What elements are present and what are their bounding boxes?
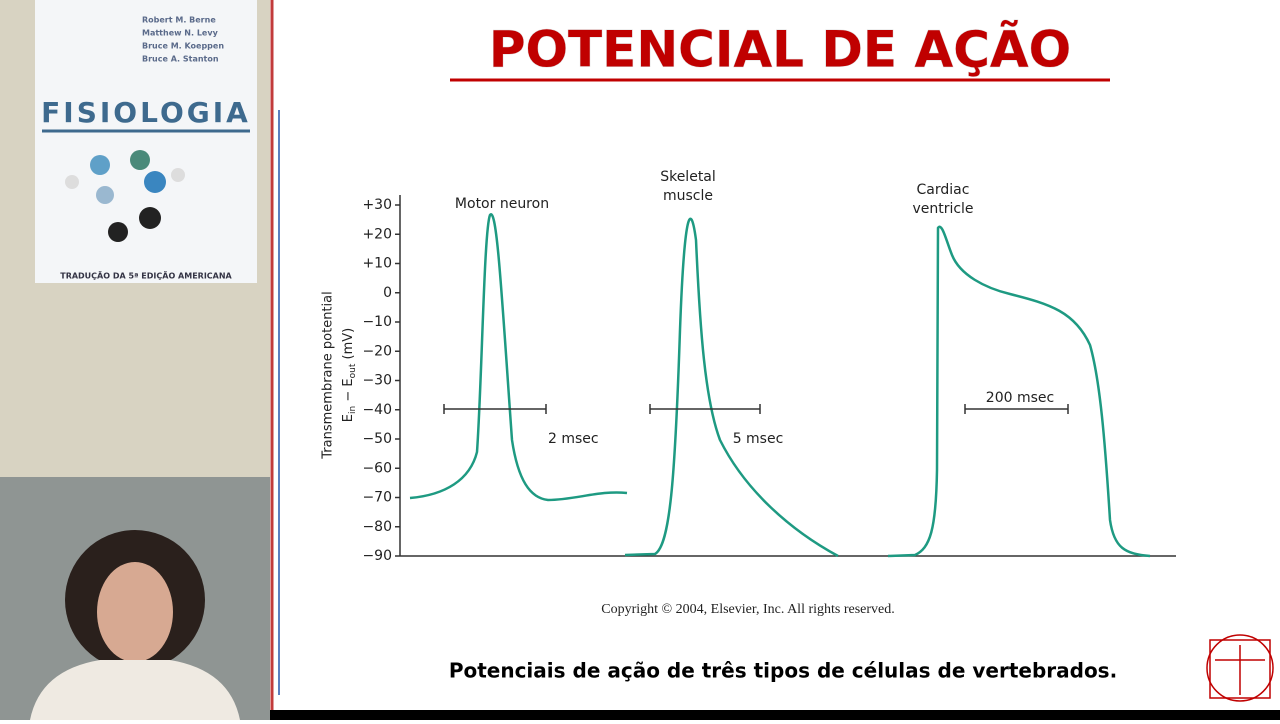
y-tick-label: −60	[362, 460, 392, 476]
y-axis-label: Transmembrane potential	[321, 291, 336, 459]
label-part: − E	[341, 378, 356, 405]
y-axis-label-2: Ein − Eout (mV)	[341, 328, 358, 422]
scale-label: 5 msec	[733, 431, 784, 447]
figure: Transmembrane potential Ein − Eout (mV) …	[321, 169, 1176, 564]
presenter	[30, 530, 240, 720]
y-tick-label: −70	[362, 490, 392, 506]
caption: Potenciais de ação de três tipos de célu…	[449, 659, 1117, 683]
book-edition: TRADUÇÃO DA 5ª EDIÇÃO AMERICANA	[60, 271, 232, 281]
book-cover	[35, 0, 257, 283]
y-tick-label: +20	[362, 226, 392, 242]
y-tick-label: −10	[362, 314, 392, 330]
book-title: FISIOLOGIA	[41, 96, 251, 129]
label-sub: out	[348, 363, 358, 378]
y-tick-label: −50	[362, 431, 392, 447]
y-tick-label: −90	[362, 548, 392, 564]
bottom-bar	[270, 710, 1280, 720]
label-sub: in	[348, 406, 358, 414]
author: Robert M. Berne	[142, 16, 216, 25]
molecule	[65, 150, 185, 242]
y-tick-label: −30	[362, 373, 392, 389]
label-part: E	[341, 414, 356, 422]
slide-title: POTENCIAL DE AÇÃO	[489, 20, 1071, 79]
author: Bruce A. Stanton	[142, 55, 219, 64]
y-tick-label: +30	[362, 197, 392, 213]
y-tick-label: −20	[362, 343, 392, 359]
scale-label: 2 msec	[548, 431, 599, 447]
trace-skeletal-muscle	[624, 217, 839, 558]
label-part: (mV)	[341, 328, 356, 364]
panel-label: Motor neuron	[455, 196, 549, 212]
panel-label: Cardiac	[917, 182, 970, 198]
traces	[409, 213, 1151, 558]
y-tick-label: +10	[362, 256, 392, 272]
trace-motor-neuron	[409, 213, 628, 502]
y-tick-label: −80	[362, 519, 392, 535]
y-tick-label: −40	[362, 402, 392, 418]
panel-label: muscle	[663, 188, 713, 204]
scale-bars	[443, 404, 1069, 414]
logo	[1206, 634, 1274, 702]
scale-label: 200 msec	[986, 390, 1054, 406]
book-authors: Robert M. Berne Matthew N. Levy Bruce M.…	[142, 16, 224, 64]
trace-cardiac-ventricle	[887, 225, 1151, 558]
author: Bruce M. Koeppen	[142, 42, 224, 51]
copyright: Copyright © 2004, Elsevier, Inc. All rig…	[601, 602, 895, 617]
panel-label: Skeletal	[660, 169, 716, 185]
panel-label: ventricle	[912, 201, 973, 217]
y-tick-label: 0	[383, 285, 392, 301]
author: Matthew N. Levy	[142, 29, 219, 38]
